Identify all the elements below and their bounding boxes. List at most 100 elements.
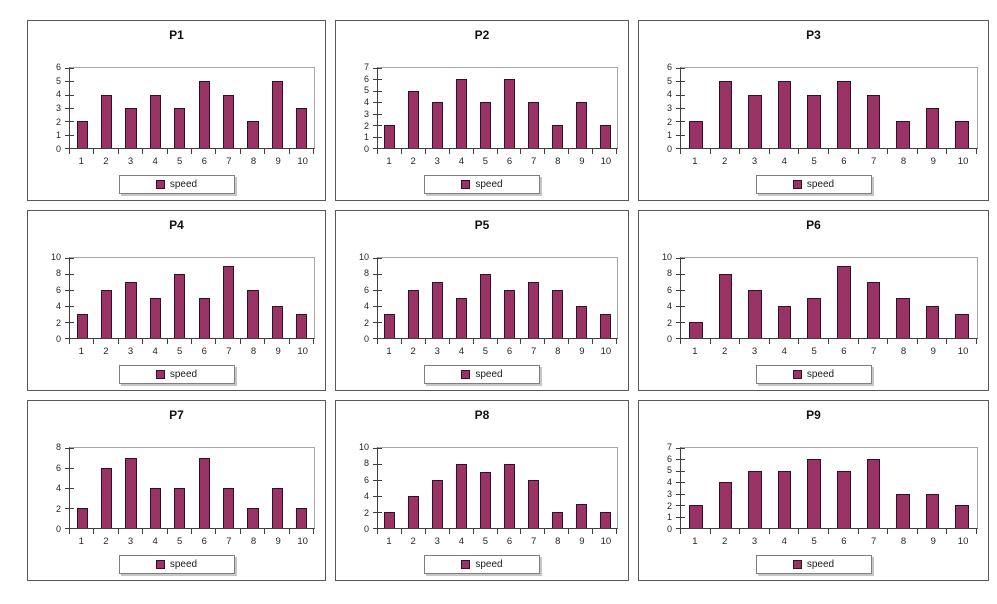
legend-marker-icon: [792, 560, 802, 569]
x-axis-tick: [448, 148, 450, 154]
x-axis-tick: [239, 528, 241, 534]
y-axis-tick: [65, 488, 74, 489]
bar-p1-cat-6: [198, 81, 210, 148]
x-axis-tick-label: 10: [600, 346, 612, 357]
y-axis-tick-label: 6: [55, 62, 61, 72]
x-axis-tick-label: 1: [78, 156, 84, 167]
x-axis-tick-label: 10: [600, 156, 612, 167]
bar-p9-cat-6: [836, 470, 851, 528]
bar-p5-cat-1: [384, 314, 396, 338]
x-axis-tick-label: 9: [930, 536, 936, 547]
x-axis-tick: [828, 148, 829, 154]
y-axis-tick-label: 4: [666, 477, 672, 488]
x-axis-tick-label: 6: [506, 346, 513, 357]
x-axis-tick: [916, 338, 918, 344]
x-axis-tick: [887, 528, 889, 534]
y-axis-tick: [676, 81, 685, 83]
x-axis-tick: [239, 338, 241, 344]
y-axis-tick-label: 5: [55, 75, 61, 86]
bar-p3-cat-1: [688, 121, 703, 148]
y-axis-tick: [676, 108, 685, 109]
bar-p7-cat-6: [198, 458, 210, 528]
x-axis-tick: [887, 148, 889, 154]
charts-grid: P1 0 1 2 3 4 5 6 1 2 3 4 5 6 7 8 9 10 speed P2 0 1 2 3 4 5 6 7 1 2 3 4 5…: [27, 20, 989, 581]
bar-p4-cat-1: [76, 314, 88, 338]
x-axis-tick-label: 5: [811, 346, 817, 357]
x-axis-tick: [424, 528, 426, 534]
y-axis-tick: [373, 125, 382, 127]
y-axis: 0 1 2 3 4 5 6: [28, 62, 69, 154]
x-axis-tick-label: 4: [781, 156, 787, 167]
x-axis-tick-label: 7: [871, 536, 877, 547]
bar-p2-cat-1: [384, 125, 396, 148]
y-axis-tick-label: 4: [363, 301, 369, 312]
legend-marker-icon: [461, 180, 471, 189]
y-axis-tick-label: 0: [666, 524, 672, 534]
y-axis-tick-label: 0: [55, 334, 61, 344]
y-axis-tick: [65, 306, 74, 307]
y-axis-tick: [65, 134, 74, 136]
legend-marker-icon: [792, 370, 802, 379]
x-axis-labels: 1 2 3 4 5 6 7 8 9 10: [69, 149, 315, 167]
y-axis-tick-label: 8: [55, 268, 61, 279]
y-axis-tick: [373, 68, 382, 69]
chart-panel-p1: P1 0 1 2 3 4 5 6 1 2 3 4 5 6 7 8 9 10 speed: [27, 20, 326, 201]
x-axis-tick: [313, 528, 314, 534]
bar-p1-cat-7: [222, 94, 235, 148]
y-axis-tick: [676, 448, 685, 449]
x-axis-tick: [946, 528, 948, 534]
x-axis-tick: [117, 148, 119, 154]
bar-p4-cat-7: [222, 266, 235, 338]
bar-p6-cat-6: [836, 266, 851, 338]
bar-p6-cat-1: [688, 322, 703, 338]
x-axis-tick: [568, 528, 570, 534]
x-axis-tick-label: 3: [127, 536, 134, 547]
x-axis-tick: [472, 148, 474, 154]
bar-p6-cat-2: [718, 274, 733, 338]
legend-box: speed: [118, 555, 235, 574]
x-axis-tick: [857, 338, 859, 344]
bar-p2-cat-3: [432, 102, 444, 148]
x-axis-tick-label: 1: [692, 346, 698, 357]
bar-p5-cat-9: [575, 306, 587, 338]
y-axis-tick: [676, 121, 685, 123]
chart-plot-area: 0 2 4 6 8 10 1 2 3 4 5 6 7 8 9 10: [639, 252, 988, 357]
x-axis-tick: [592, 338, 594, 344]
y-axis-tick: [373, 258, 382, 259]
bar-p4-cat-6: [198, 298, 210, 338]
x-axis-tick: [798, 528, 800, 534]
x-axis-tick: [424, 148, 426, 154]
bar-p9-cat-2: [718, 482, 733, 528]
x-axis-tick: [709, 148, 711, 154]
y-axis-tick-label: 10: [50, 252, 61, 262]
bar-p9-cat-3: [748, 470, 762, 528]
y-axis-tick-label: 8: [666, 268, 672, 279]
y-axis-tick: [676, 68, 685, 69]
y-axis-tick: [676, 306, 685, 307]
x-axis-tick: [768, 148, 770, 154]
plot-frame: [676, 67, 978, 154]
x-axis-tick-label: 8: [250, 346, 257, 357]
x-axis-tick-label: 7: [530, 156, 537, 167]
x-axis-tick: [264, 338, 266, 344]
y-axis-tick-label: 5: [666, 75, 672, 86]
x-axis-tick-label: 3: [751, 536, 758, 547]
chart-title: P4: [169, 218, 184, 232]
x-axis-tick: [264, 148, 266, 154]
bar-p7-cat-1: [76, 508, 88, 528]
x-axis-tick: [288, 528, 290, 534]
x-axis-tick-label: 2: [103, 536, 109, 547]
bar-p9-cat-1: [688, 505, 703, 528]
bar-p7-cat-7: [222, 488, 235, 528]
bar-p7-cat-5: [174, 488, 186, 528]
chart-panel-p6: P6 0 2 4 6 8 10 1 2 3 4 5 6 7 8 9 10 speed: [638, 210, 989, 391]
x-axis-tick-label: 9: [275, 536, 281, 547]
bar-p1-cat-8: [247, 121, 259, 148]
y-axis-tick: [65, 448, 74, 449]
chart-plot-area: 0 1 2 3 4 5 6 7 1 2 3 4 5 6 7 8 9 10: [639, 442, 988, 547]
legend-marker-icon: [792, 180, 802, 189]
x-axis-tick-label: 5: [811, 156, 817, 167]
chart-panel-p3: P3 0 1 2 3 4 5 6 1 2 3 4 5 6 7 8 9 10 speed: [638, 20, 989, 201]
chart-title: P7: [169, 408, 184, 422]
x-axis-tick: [520, 338, 522, 344]
